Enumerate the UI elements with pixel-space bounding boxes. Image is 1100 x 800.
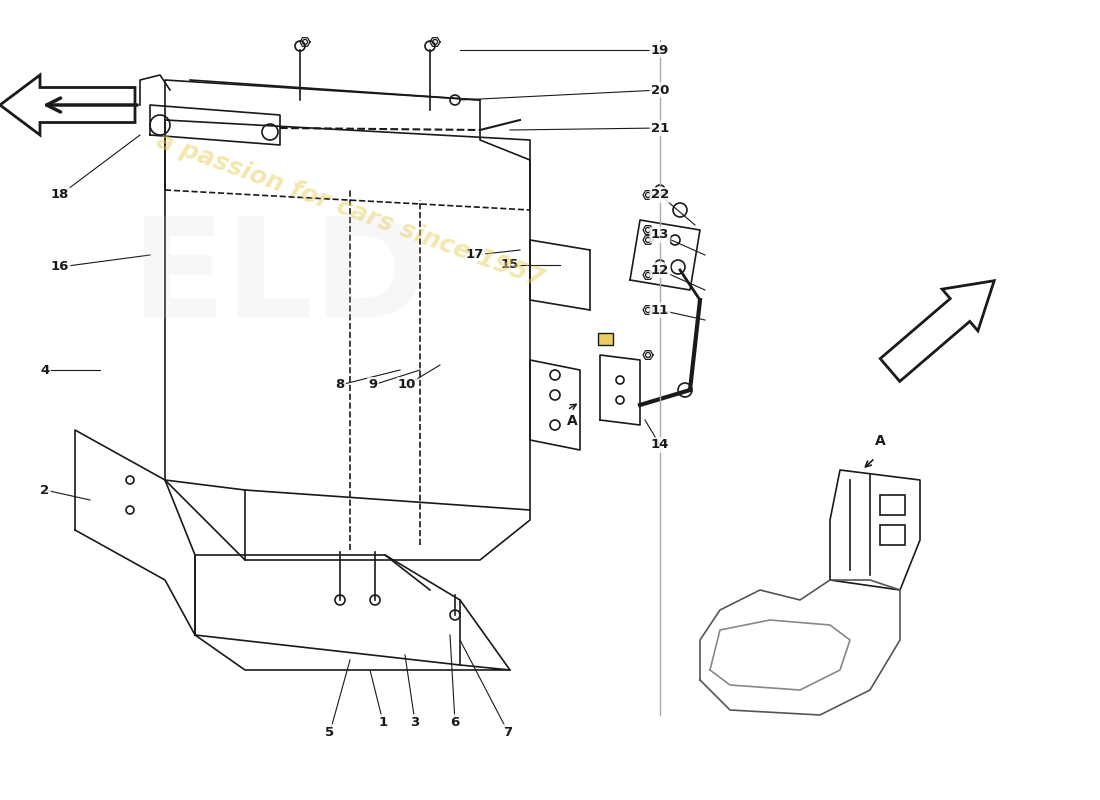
Text: 15: 15 [500,258,519,271]
Text: ELD: ELD [131,213,429,347]
Bar [880,495,905,515]
Text: 18: 18 [51,189,69,202]
Text: 17: 17 [466,249,484,262]
Text: 6: 6 [450,715,460,729]
Text: 11: 11 [651,303,669,317]
Bar [598,333,613,345]
Text: 21: 21 [651,122,669,134]
Text: 3: 3 [410,715,419,729]
Text: 16: 16 [51,261,69,274]
Text: 8: 8 [336,378,344,391]
FancyArrow shape [0,75,135,135]
Text: 19: 19 [651,43,669,57]
Text: 7: 7 [504,726,513,738]
Text: A: A [874,434,886,448]
Text: 1: 1 [378,715,387,729]
Text: 9: 9 [368,378,377,391]
Text: 4: 4 [41,363,50,377]
Text: 12: 12 [651,263,669,277]
Text: 20: 20 [651,83,669,97]
FancyArrow shape [880,281,994,382]
Bar [880,525,905,545]
Text: a passion for cars since 1957: a passion for cars since 1957 [153,129,547,291]
Text: 2: 2 [41,483,50,497]
Text: A: A [566,414,578,428]
Text: 10: 10 [398,378,416,391]
Text: 13: 13 [651,229,669,242]
Text: 5: 5 [326,726,334,738]
Text: 22: 22 [651,189,669,202]
Text: 14: 14 [651,438,669,451]
